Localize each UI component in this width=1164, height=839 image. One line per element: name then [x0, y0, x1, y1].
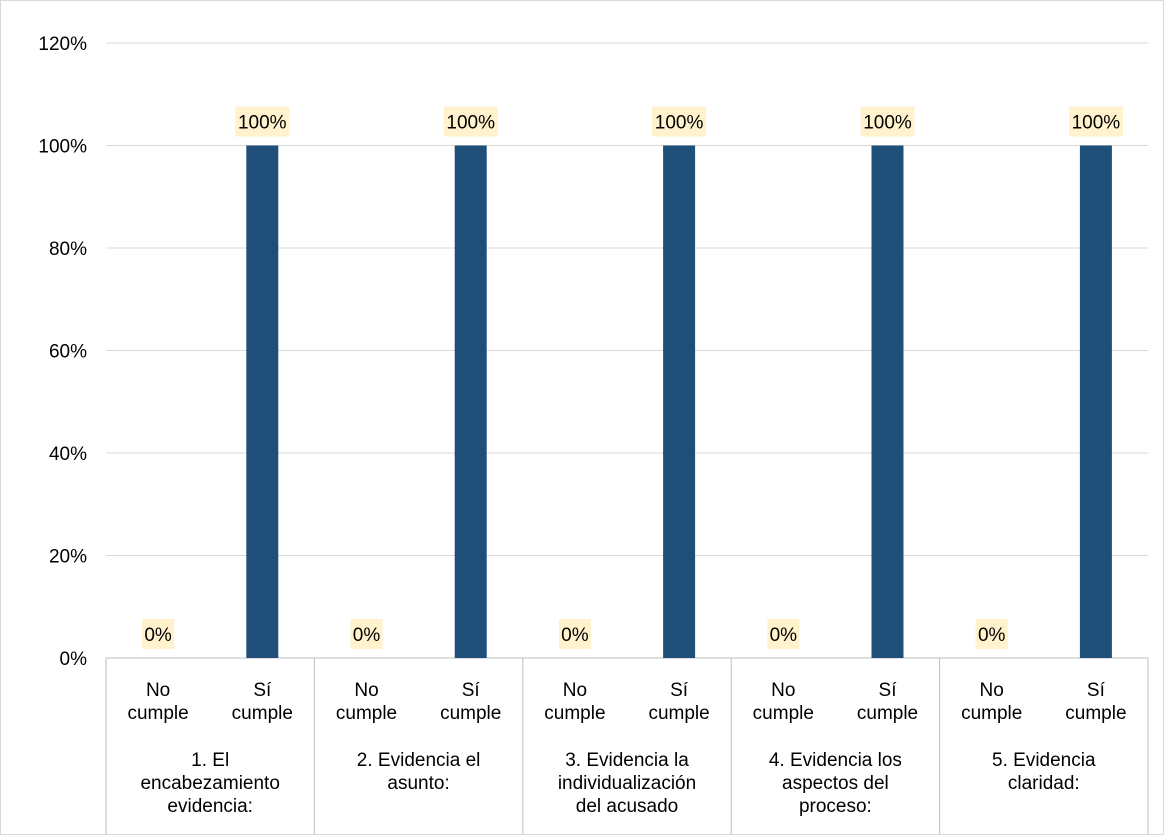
bar: [454, 145, 487, 658]
x-group-label: aspectos del: [782, 773, 889, 794]
bar: [246, 145, 279, 658]
y-tick-label: 0%: [60, 649, 88, 670]
x-category-label: cumple: [1065, 703, 1126, 724]
data-label-background: [443, 106, 498, 137]
data-labels: 0% 100% 0% 100% 0% 100% 0% 100% 0% 100%: [142, 106, 1123, 649]
data-label-background: [142, 619, 175, 649]
data-label-background: [767, 619, 800, 649]
x-category-label: cumple: [336, 703, 397, 724]
bar: [871, 145, 904, 658]
data-label: 100%: [863, 113, 912, 134]
x-group-label: proceso:: [799, 796, 872, 817]
data-label: 100%: [1072, 113, 1121, 134]
data-label: 100%: [446, 113, 495, 134]
data-label: 0%: [978, 625, 1006, 646]
x-category-label: cumple: [544, 703, 605, 724]
y-tick-label: 80%: [49, 239, 87, 260]
x-group-label: 2. Evidencia el: [357, 750, 481, 771]
data-label-background: [350, 619, 383, 649]
data-label-background: [975, 619, 1008, 649]
x-group-label: individualización: [558, 773, 696, 794]
x-category-label: cumple: [753, 703, 814, 724]
x-group-label: 4. Evidencia los: [769, 750, 902, 771]
bar: [663, 145, 696, 658]
x-category-label: cumple: [440, 703, 501, 724]
x-category-label: No: [771, 680, 795, 701]
data-label: 0%: [770, 625, 798, 646]
x-group-label: encabezamiento: [140, 773, 279, 794]
x-category-label: No: [980, 680, 1004, 701]
y-tick-label: 60%: [49, 342, 87, 363]
x-category-label: Sí: [670, 680, 689, 701]
x-group-label: claridad:: [1008, 773, 1080, 794]
data-label: 0%: [144, 625, 172, 646]
y-tick-label: 100%: [38, 137, 87, 158]
x-category-label: No: [146, 680, 170, 701]
tick-labels: 0%20%40%60%80%100%120%NocumpleSícumple1.…: [38, 34, 1126, 817]
data-label: 0%: [561, 625, 589, 646]
axes: [105, 657, 1149, 834]
x-category-label: cumple: [961, 703, 1022, 724]
y-tick-label: 120%: [38, 34, 87, 55]
x-group-label: del acusado: [576, 796, 678, 817]
data-label-background: [1068, 106, 1123, 137]
bar: [1079, 145, 1112, 658]
y-tick-label: 40%: [49, 444, 87, 465]
x-category-label: No: [354, 680, 378, 701]
x-category-label: No: [563, 680, 587, 701]
x-category-label: cumple: [127, 703, 188, 724]
bars: [246, 145, 1112, 658]
x-category-label: cumple: [648, 703, 709, 724]
x-category-label: Sí: [462, 680, 481, 701]
x-category-label: Sí: [1087, 680, 1106, 701]
data-label-background: [558, 619, 591, 649]
x-category-label: cumple: [857, 703, 918, 724]
data-label: 100%: [655, 113, 704, 134]
y-tick-label: 20%: [49, 547, 87, 568]
data-label: 100%: [238, 113, 287, 134]
data-label: 0%: [353, 625, 381, 646]
x-category-label: cumple: [232, 703, 293, 724]
x-group-label: 3. Evidencia la: [565, 750, 689, 771]
data-label-background: [652, 106, 707, 137]
data-label-background: [860, 106, 915, 137]
x-group-label: 5. Evidencia: [992, 750, 1096, 771]
x-category-label: Sí: [879, 680, 898, 701]
x-group-label: 1. El: [191, 750, 229, 771]
x-category-label: Sí: [253, 680, 272, 701]
x-group-label: evidencia:: [167, 796, 253, 817]
gridlines: [106, 42, 1148, 556]
x-group-label: asunto:: [387, 773, 449, 794]
data-label-background: [235, 106, 290, 137]
